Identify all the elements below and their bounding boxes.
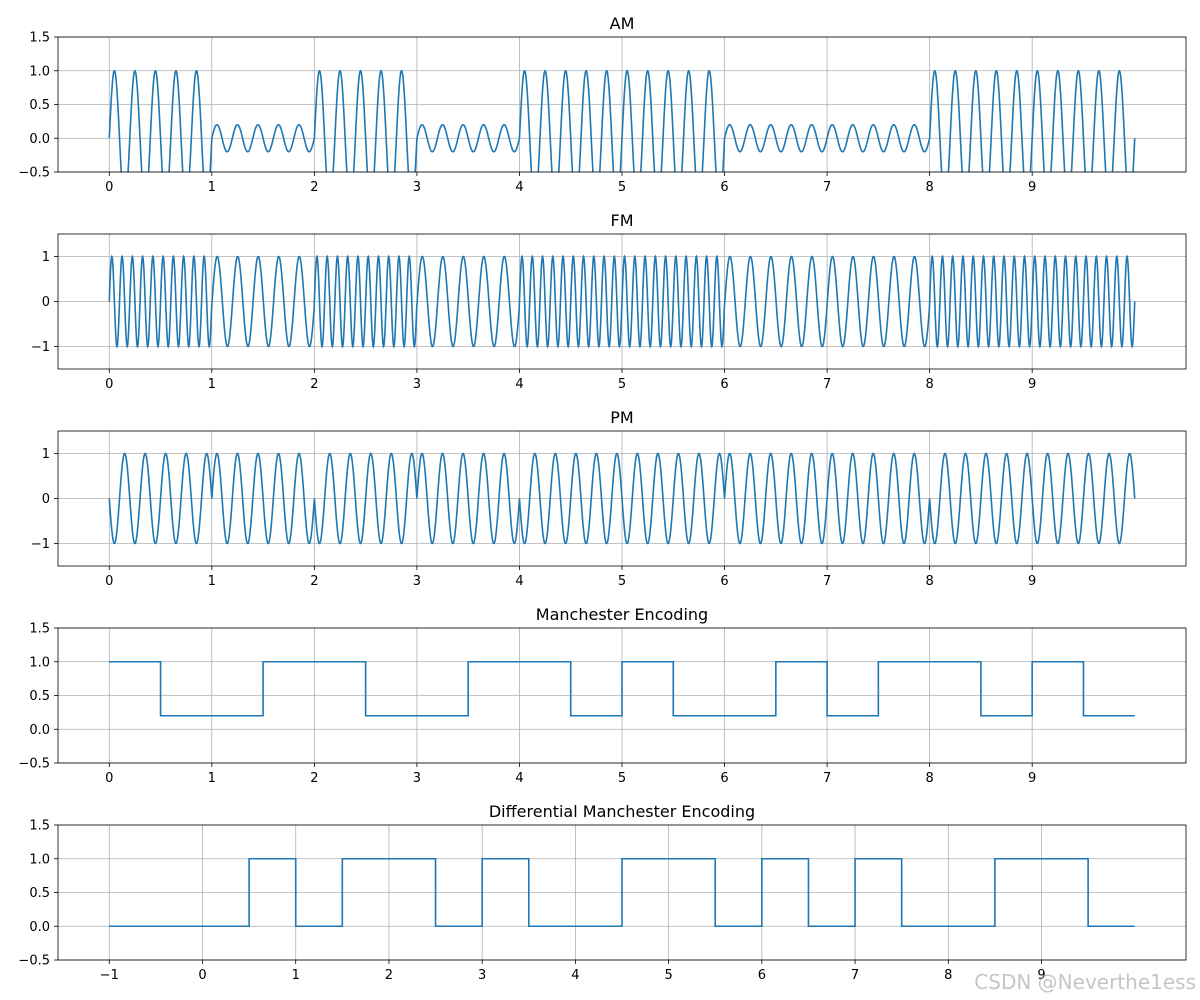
x-tick-label: 3	[478, 968, 486, 983]
x-tick-label: −1	[100, 968, 119, 983]
series-line	[109, 660, 1135, 717]
y-tick-label: −0.5	[18, 954, 50, 969]
y-tick-label: 1.0	[29, 64, 50, 79]
x-tick-label: 1	[208, 180, 216, 195]
x-tick-label: 8	[925, 180, 933, 195]
subplot-2: 0 1 2 3 4 5 6 7 8 9 −1 0 1 PM	[31, 408, 1187, 589]
x-tick-label: 5	[664, 968, 672, 983]
x-tick-label: 7	[823, 574, 831, 589]
subplot-3: 0 1 2 3 4 5 6 7 8 9 −0.5 0.0 0.5 1.0 1.5 Manchester Enc…	[18, 605, 1187, 786]
x-tick-label: 3	[413, 771, 421, 786]
x-tick-label: 5	[618, 574, 626, 589]
x-tick-label: 3	[413, 574, 421, 589]
x-tick-label: 0	[105, 180, 113, 195]
y-tick-label: 0	[42, 492, 50, 507]
x-tick-label: 7	[823, 180, 831, 195]
x-tick-label: 2	[310, 180, 318, 195]
y-tick-label: −0.5	[18, 757, 50, 772]
x-tick-label: 4	[515, 377, 523, 392]
y-tick-label: 0.0	[29, 920, 50, 935]
x-tick-label: 1	[292, 968, 300, 983]
y-tick-label: 1	[42, 447, 50, 462]
x-tick-label: 5	[618, 180, 626, 195]
x-tick-label: 9	[1028, 771, 1036, 786]
x-tick-label: 0	[198, 968, 206, 983]
x-tick-label: 1	[208, 377, 216, 392]
x-tick-label: 2	[310, 771, 318, 786]
subplot-4: −1 0 1 2 3 4 5 6 7 8 9 −0.5 0.0 0.5 1.0 1.5 Differential…	[18, 802, 1187, 983]
watermark: CSDN @Neverthe1ess	[974, 970, 1196, 994]
y-tick-label: −0.5	[18, 166, 50, 181]
series-line	[108, 254, 1136, 349]
x-tick-label: 2	[310, 574, 318, 589]
x-tick-label: 8	[925, 377, 933, 392]
x-tick-label: 8	[944, 968, 952, 983]
subplot-title: FM	[610, 211, 633, 230]
x-tick-label: 0	[105, 574, 113, 589]
subplot-1: 0 1 2 3 4 5 6 7 8 9 −1 0 1 FM	[31, 211, 1187, 392]
y-tick-label: 1.0	[29, 852, 50, 867]
y-tick-label: −1	[31, 340, 50, 355]
y-tick-label: 0.5	[29, 98, 50, 113]
y-tick-label: 1.5	[29, 622, 50, 637]
y-tick-label: 1.0	[29, 655, 50, 670]
x-tick-label: 6	[720, 771, 728, 786]
x-tick-label: 9	[1028, 180, 1036, 195]
y-tick-label: 1	[42, 250, 50, 265]
x-tick-label: 7	[823, 377, 831, 392]
x-tick-label: 5	[618, 771, 626, 786]
series-line	[108, 69, 1136, 172]
x-tick-label: 3	[413, 180, 421, 195]
x-tick-label: 2	[310, 377, 318, 392]
y-tick-label: 0.5	[29, 886, 50, 901]
x-tick-label: 9	[1037, 968, 1045, 983]
subplot-0: 0 1 2 3 4 5 6 7 8 9 −0.5 0.0 0.5 1.0 1.5 AM	[18, 14, 1187, 195]
y-tick-label: 0.0	[29, 723, 50, 738]
series-line	[108, 452, 1136, 545]
x-tick-label: 0	[105, 377, 113, 392]
y-tick-label: 0.0	[29, 132, 50, 147]
series-line	[109, 857, 1135, 928]
y-tick-label: 0	[42, 295, 50, 310]
x-tick-label: 2	[385, 968, 393, 983]
subplot-title: AM	[610, 14, 635, 33]
y-tick-label: 0.5	[29, 689, 50, 704]
x-tick-label: 5	[618, 377, 626, 392]
x-tick-label: 9	[1028, 377, 1036, 392]
y-tick-label: 1.5	[29, 819, 50, 834]
x-tick-label: 6	[720, 180, 728, 195]
subplot-title: Manchester Encoding	[536, 605, 708, 624]
x-tick-label: 8	[925, 771, 933, 786]
x-tick-label: 0	[105, 771, 113, 786]
x-tick-label: 4	[515, 771, 523, 786]
x-tick-label: 4	[515, 180, 523, 195]
x-tick-label: 3	[413, 377, 421, 392]
y-tick-label: 1.5	[29, 31, 50, 46]
x-tick-label: 9	[1028, 574, 1036, 589]
x-tick-label: 1	[208, 771, 216, 786]
x-tick-label: 6	[720, 574, 728, 589]
x-tick-label: 4	[515, 574, 523, 589]
subplot-title: Differential Manchester Encoding	[489, 802, 755, 821]
subplot-title: PM	[610, 408, 633, 427]
x-tick-label: 6	[720, 377, 728, 392]
x-tick-label: 1	[208, 574, 216, 589]
x-tick-label: 8	[925, 574, 933, 589]
x-tick-label: 7	[823, 771, 831, 786]
x-tick-label: 6	[758, 968, 766, 983]
y-tick-label: −1	[31, 537, 50, 552]
x-tick-label: 4	[571, 968, 579, 983]
x-tick-label: 7	[851, 968, 859, 983]
